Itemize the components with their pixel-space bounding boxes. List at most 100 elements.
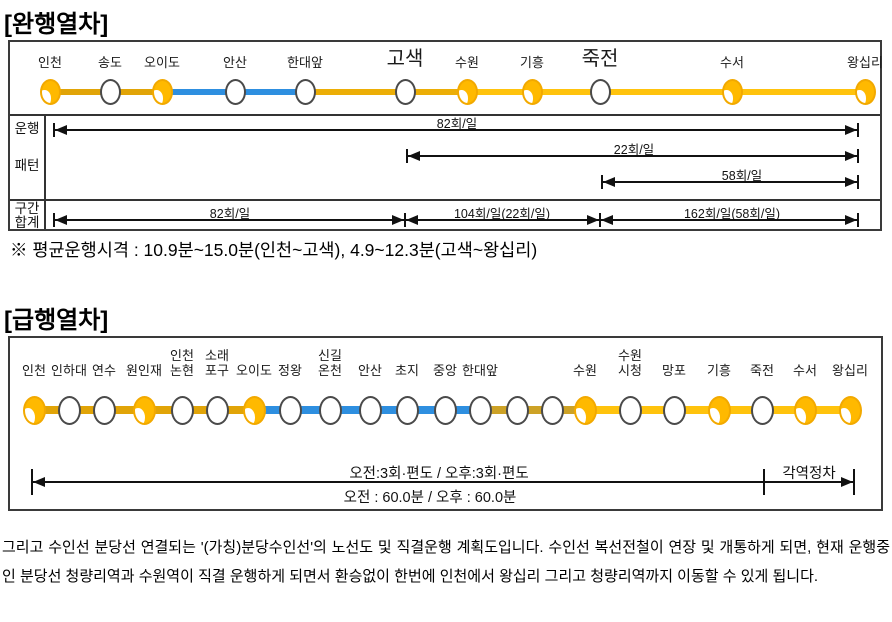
station-circle: [618, 395, 642, 425]
line-segment: [305, 89, 467, 95]
dimension-line: [407, 155, 858, 157]
dimension-label: 82회/일: [209, 207, 251, 221]
dimension-label: 오전 : 60.0분 / 오후 : 60.0분: [343, 490, 517, 506]
station-circle: [589, 79, 611, 105]
station-circle: [394, 79, 416, 105]
station-circle: [540, 395, 564, 425]
left-arrowhead-icon: [601, 215, 613, 225]
description-paragraph: 그리고 수인선 분당선 연결되는 '(가칭)분당수인선'의 노선도 및 직결운행…: [2, 539, 890, 585]
station-label: 안산: [358, 363, 382, 378]
station-label: 인천: [38, 55, 62, 70]
right-arrowhead-icon: [845, 151, 857, 161]
station-circle: [521, 79, 543, 105]
dimension-end-bar: [601, 175, 603, 189]
dimension-label: 162회/일(58회/일): [683, 207, 781, 221]
dimension-line: [405, 219, 600, 221]
left-arrowhead-icon: [33, 477, 45, 487]
station-circle: [358, 395, 382, 425]
station-circle: [854, 79, 876, 105]
station-circle: [99, 79, 121, 105]
dimension-label: 82회/일: [436, 117, 478, 131]
station-label: 인천 논현: [170, 348, 194, 378]
station-circle: [662, 395, 686, 425]
station-label: 기흥: [707, 363, 731, 378]
station-circle: [170, 395, 194, 425]
right-arrowhead-icon: [845, 125, 857, 135]
right-arrowhead-icon: [845, 215, 857, 225]
dimension-end-bar: [857, 213, 859, 227]
station-label: 수원: [573, 363, 597, 378]
station-label: 초지: [395, 363, 419, 378]
stops-all-stations-tick: [763, 469, 765, 495]
line-segment: [467, 89, 865, 95]
left-arrowhead-icon: [603, 177, 615, 187]
station-label: 인천: [22, 363, 46, 378]
station-circle: [750, 395, 774, 425]
station-circle: [721, 79, 743, 105]
dimension-end-bar: [406, 149, 408, 163]
right-arrowhead-icon: [841, 477, 853, 487]
right-arrowhead-icon: [392, 215, 404, 225]
left-arrowhead-icon: [55, 215, 67, 225]
station-circle: [224, 79, 246, 105]
station-label: 수서: [793, 363, 817, 378]
station-circle: [92, 395, 116, 425]
station-circle: [468, 395, 492, 425]
left-arrowhead-icon: [406, 215, 418, 225]
station-label: 수원 시청: [618, 348, 642, 378]
station-label: 연수: [92, 363, 116, 378]
station-circle: [505, 395, 529, 425]
station-label: 수서: [720, 55, 744, 70]
station-label: 왕십리: [832, 363, 868, 378]
dimension-end-bar: [599, 213, 601, 227]
station-circle: [395, 395, 419, 425]
dimension-end-bar: [857, 175, 859, 189]
local-train-diagram: 운행 패턴 구간 합계 인천 송도 오이도 안산 한대앞 고색 수원 기흥 죽전 수서 왕십리 82회…: [8, 40, 883, 231]
dimension-end-bar: [857, 123, 859, 137]
station-label: 고색: [386, 48, 424, 70]
express-train-title: [급행열차]: [4, 307, 109, 334]
station-circle: [838, 395, 862, 425]
row-label-total: 합계: [14, 215, 40, 230]
dimension-line: [54, 219, 405, 221]
dimension-end-bar: [53, 123, 55, 137]
station-circle: [707, 395, 731, 425]
right-arrowhead-icon: [587, 215, 599, 225]
dimension-line: [600, 219, 858, 221]
station-label: 안산: [223, 55, 247, 70]
station-circle: [242, 395, 266, 425]
row-label-operation: 운행: [14, 121, 40, 136]
station-circle: [278, 395, 302, 425]
dimension-end-bar: [857, 149, 859, 163]
station-label: 중앙: [433, 363, 457, 378]
local-train-title: [완행열차]: [4, 11, 109, 38]
row-label-pattern: 패턴: [14, 158, 40, 173]
station-label: 기흥: [520, 55, 544, 70]
dimension-label: 58회/일: [721, 169, 763, 183]
station-circle: [22, 395, 46, 425]
station-circle: [39, 79, 61, 105]
row-label-section: 구간: [14, 201, 40, 216]
station-label: 한대앞: [462, 363, 498, 378]
dimension-end-bar: [53, 213, 55, 227]
dimension-label: 각역정차: [782, 466, 836, 482]
table-divider: [10, 199, 880, 201]
station-label: 인하대: [51, 363, 87, 378]
station-circle: [456, 79, 478, 105]
station-label: 한대앞: [287, 55, 323, 70]
station-label: 망포: [662, 363, 686, 378]
station-circle: [573, 395, 597, 425]
station-label: 죽전: [581, 48, 619, 70]
express-train-diagram: 인천 인하대 연수 원인재 인천 논현 소래 포구 오이도 정왕 신길 온천 안산 초지 중앙 한대앞 수…: [8, 336, 883, 511]
station-label: 송도: [98, 55, 122, 70]
station-label: 원인재: [126, 363, 162, 378]
dimension-end-bar: [853, 469, 855, 495]
line-segment: [480, 406, 585, 414]
dimension-line: [602, 181, 858, 183]
station-label: 오이도: [144, 55, 180, 70]
station-label: 정왕: [278, 363, 302, 378]
station-label: 오이도: [236, 363, 272, 378]
station-circle: [294, 79, 316, 105]
station-circle: [793, 395, 817, 425]
headway-note: ※ 평균운행시격 : 10.9분~15.0분(인천~고색), 4.9~12.3분…: [10, 240, 538, 260]
